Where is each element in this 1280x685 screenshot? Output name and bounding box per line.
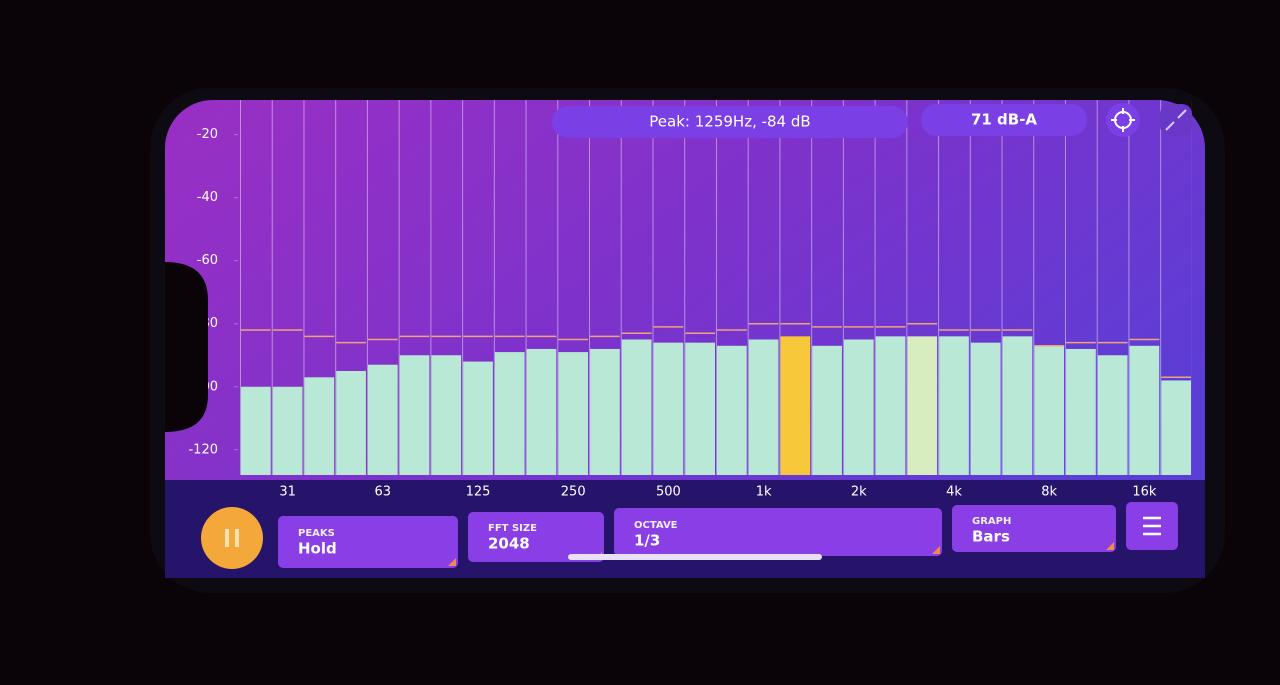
- level-readout: 71 dB-A: [971, 111, 1037, 129]
- bar: [558, 352, 589, 475]
- bar: [526, 348, 557, 475]
- control-label: GRAPH: [972, 516, 1011, 527]
- spectrum-chart: -20-40-60-80-100-12031631252505001k2k4k8…: [188, 127, 1191, 500]
- x-tick-label: 2k: [851, 485, 867, 500]
- notch: [165, 262, 208, 432]
- graph-button[interactable]: [952, 505, 1116, 552]
- bar: [970, 342, 1001, 475]
- target-button[interactable]: [1106, 103, 1140, 137]
- bar: [272, 386, 303, 475]
- y-tick-label: -60: [197, 253, 218, 268]
- bar: [494, 352, 525, 475]
- control-value: Bars: [972, 528, 1010, 546]
- x-tick-label: 500: [656, 485, 681, 500]
- bar: [463, 361, 493, 475]
- pause-icon: [235, 529, 239, 547]
- bar: [1161, 380, 1191, 475]
- bar: [1034, 345, 1065, 475]
- bar: [780, 336, 811, 475]
- control-label: PEAKS: [298, 528, 335, 539]
- menu-icon: [1143, 516, 1161, 536]
- x-tick-label: 1k: [756, 485, 772, 500]
- bar: [748, 339, 779, 475]
- x-tick-label: 125: [466, 485, 491, 500]
- y-tick-label: -120: [188, 442, 218, 457]
- bar: [685, 342, 715, 475]
- peaks-button[interactable]: [278, 516, 458, 568]
- level-pill: [921, 104, 1087, 136]
- x-tick-label: 4k: [946, 485, 962, 500]
- pause-button[interactable]: [201, 507, 263, 569]
- plot-background: [240, 100, 1192, 475]
- bar: [653, 342, 684, 475]
- bar: [431, 355, 462, 475]
- bar: [812, 345, 842, 475]
- control-value: 2048: [488, 535, 530, 553]
- bar: [241, 386, 271, 475]
- expand-button[interactable]: [1160, 104, 1192, 136]
- bar: [1066, 348, 1096, 475]
- bar: [399, 355, 430, 475]
- peak-readout: Peak: 1259Hz, -84 dB: [649, 113, 810, 131]
- bar: [304, 377, 335, 475]
- bar: [907, 336, 938, 475]
- bar: [843, 339, 874, 475]
- x-tick-label: 250: [561, 485, 586, 500]
- bar: [336, 371, 366, 475]
- x-tick-label: 16k: [1132, 485, 1157, 500]
- x-tick-label: 8k: [1041, 485, 1057, 500]
- bar: [717, 345, 747, 475]
- control-value: Hold: [298, 540, 337, 558]
- bar: [939, 336, 969, 475]
- control-label: FFT SIZE: [488, 523, 537, 534]
- bar: [1129, 345, 1160, 475]
- control-value: 1/3: [634, 532, 660, 550]
- fft-size-button[interactable]: [468, 512, 604, 562]
- bar: [875, 336, 906, 475]
- expand-icon: [1165, 109, 1187, 131]
- bar: [367, 364, 398, 475]
- x-tick-label: 63: [375, 485, 392, 500]
- bar: [1002, 336, 1033, 475]
- control-label: OCTAVE: [634, 520, 678, 531]
- x-tick-label: 31: [279, 485, 296, 500]
- target-cross: [1111, 108, 1135, 132]
- peak-pill: [552, 106, 908, 138]
- pause-icon: [225, 529, 229, 547]
- bar: [621, 339, 652, 475]
- bar: [1097, 355, 1128, 475]
- home-indicator: [568, 554, 822, 560]
- octave-button[interactable]: [614, 508, 942, 556]
- y-tick-label: -40: [197, 190, 218, 205]
- bar: [590, 348, 620, 475]
- y-tick-label: -20: [197, 127, 218, 142]
